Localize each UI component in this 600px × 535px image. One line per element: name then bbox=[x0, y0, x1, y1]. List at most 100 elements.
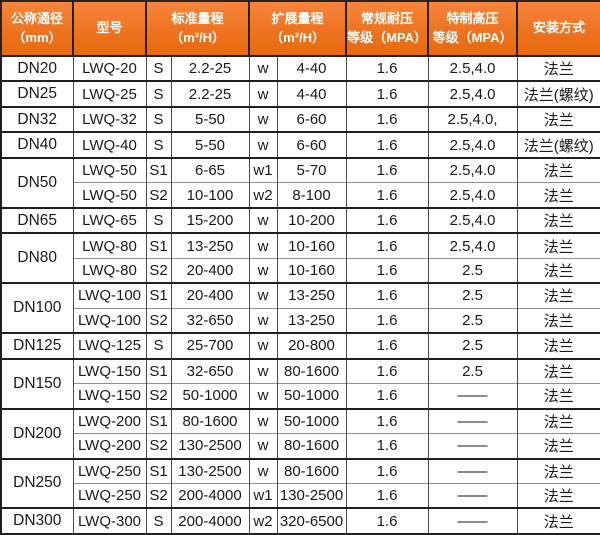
ext-grade-cell: w bbox=[248, 282, 278, 309]
std-range-cell: 2.2-25 bbox=[170, 80, 250, 107]
model-cell: LWQ-125 bbox=[72, 332, 147, 359]
high-pressure-cell: —— bbox=[427, 457, 518, 484]
dn-cell: DN250 bbox=[0, 457, 74, 509]
install-cell: 法兰 bbox=[516, 507, 600, 534]
regular-pressure-cell: 1.6 bbox=[345, 257, 429, 284]
regular-pressure-cell: 1.6 bbox=[345, 457, 429, 484]
table-row: DN125 LWQ-125 S 25-700 w 20-800 1.6 2.5 法兰 bbox=[0, 332, 600, 359]
model-cell: LWQ-250 bbox=[72, 457, 147, 484]
ext-grade-cell: w bbox=[248, 54, 278, 82]
std-range-cell: 10-100 bbox=[170, 182, 250, 208]
std-grade-cell: S2 bbox=[145, 383, 172, 409]
install-cell: 法兰(螺纹) bbox=[516, 131, 600, 158]
std-range-cell: 50-1000 bbox=[170, 383, 250, 409]
regular-pressure-cell: 1.6 bbox=[345, 80, 429, 107]
ext-range-cell: 10-160 bbox=[276, 257, 347, 284]
regular-pressure-cell: 1.6 bbox=[345, 482, 429, 509]
ext-range-cell: 320-6500 bbox=[276, 507, 347, 534]
ext-range-cell: 130-2500 bbox=[276, 482, 347, 509]
table-row: DN40 LWQ-40 S 5-50 w 6-60 1.6 2.5,4.0 法兰(螺纹) bbox=[0, 131, 600, 158]
model-cell: LWQ-20 bbox=[72, 54, 147, 82]
ext-range-cell: 50-1000 bbox=[276, 383, 347, 409]
ext-grade-cell: w bbox=[248, 131, 278, 158]
ext-range-cell: 4-40 bbox=[276, 54, 347, 82]
table-row: LWQ-150 S2 50-1000 w 50-1000 1.6 —— 法兰 bbox=[1, 383, 600, 409]
regular-pressure-cell: 1.6 bbox=[345, 206, 429, 234]
table-header: 公称通径 （mm） 型号 标准量程 （m³/H） 扩展量程 （m³/H） 常规耐… bbox=[0, 0, 600, 57]
model-cell: LWQ-150 bbox=[72, 357, 147, 384]
std-grade-cell: S1 bbox=[145, 457, 172, 484]
ext-range-cell: 80-1600 bbox=[276, 457, 347, 484]
table-row: DN32 LWQ-32 S 5-50 w 6-60 1.6 2.5,4.0, 法兰 bbox=[0, 105, 600, 133]
dn-cell: DN32 bbox=[0, 105, 74, 133]
header-nominal-diameter: 公称通径 （mm） bbox=[0, 0, 74, 57]
std-grade-cell: S1 bbox=[145, 156, 172, 183]
std-grade-cell: S bbox=[145, 332, 172, 359]
ext-range-cell: 6-60 bbox=[276, 131, 347, 158]
ext-grade-cell: w bbox=[248, 105, 278, 133]
install-cell: 法兰 bbox=[516, 282, 600, 309]
std-range-cell: 80-1600 bbox=[170, 407, 250, 434]
regular-pressure-cell: 1.6 bbox=[345, 507, 429, 534]
install-cell: 法兰(螺纹) bbox=[516, 80, 600, 107]
dn-cell: DN300 bbox=[0, 507, 74, 534]
header-standard-range: 标准量程 （m³/H） bbox=[144, 0, 251, 57]
model-cell: LWQ-200 bbox=[72, 433, 147, 459]
model-cell: LWQ-32 bbox=[72, 105, 147, 133]
ext-range-cell: 4-40 bbox=[276, 80, 347, 107]
std-range-cell: 2.2-25 bbox=[170, 54, 250, 82]
std-range-cell: 5-50 bbox=[170, 105, 250, 133]
high-pressure-cell: 2.5 bbox=[427, 282, 518, 309]
model-cell: LWQ-50 bbox=[72, 156, 147, 183]
table-body: DN20 LWQ-20 S 2.2-25 w 4-40 1.6 2.5,4.0 法兰 DN25 LW… bbox=[0, 54, 600, 534]
std-grade-cell: S1 bbox=[145, 282, 172, 309]
regular-pressure-cell: 1.6 bbox=[345, 433, 429, 459]
std-range-cell: 25-700 bbox=[170, 332, 250, 359]
install-cell: 法兰 bbox=[516, 257, 600, 284]
table-row: DN150 LWQ-150 S1 32-650 w 80-1600 1.6 2.5 法兰 bbox=[0, 357, 600, 409]
regular-pressure-cell: 1.6 bbox=[345, 383, 429, 409]
model-cell: LWQ-25 bbox=[72, 80, 147, 107]
ext-grade-cell: w bbox=[248, 307, 278, 334]
install-cell: 法兰 bbox=[516, 105, 600, 133]
ext-range-cell: 13-250 bbox=[276, 307, 347, 334]
model-cell: LWQ-40 bbox=[72, 131, 147, 158]
model-cell: LWQ-150 bbox=[72, 383, 147, 409]
ext-grade-cell: w bbox=[248, 257, 278, 284]
std-grade-cell: S bbox=[145, 105, 172, 133]
ext-range-cell: 20-800 bbox=[276, 332, 347, 359]
regular-pressure-cell: 1.6 bbox=[345, 282, 429, 309]
std-range-cell: 6-65 bbox=[170, 156, 250, 183]
high-pressure-cell: 2.5,4.0 bbox=[427, 206, 518, 234]
std-range-cell: 20-400 bbox=[170, 282, 250, 309]
dn-cell: DN100 bbox=[0, 282, 74, 334]
header-extended-range: 扩展量程 （m³/H） bbox=[248, 0, 348, 57]
std-range-cell: 200-4000 bbox=[170, 507, 250, 534]
install-cell: 法兰 bbox=[516, 156, 600, 183]
table-row: DN300 LWQ-300 S 200-4000 w2 320-6500 1.6 —— 法兰 bbox=[0, 507, 600, 534]
dn-cell: DN200 bbox=[0, 407, 74, 459]
std-grade-cell: S bbox=[145, 80, 172, 107]
table-row: DN65 LWQ-65 S 15-200 w 10-200 1.6 2.5,4.0 法兰 bbox=[0, 206, 600, 234]
install-cell: 法兰 bbox=[516, 307, 600, 334]
model-cell: LWQ-100 bbox=[72, 307, 147, 334]
install-cell: 法兰 bbox=[516, 332, 600, 359]
dn-cell: DN25 bbox=[0, 80, 74, 107]
table-row: DN250 LWQ-250 S1 130-2500 w 80-1600 1.6 —— 法兰 bbox=[0, 457, 600, 509]
ext-grade-cell: w bbox=[248, 457, 278, 484]
table-row: DN200 LWQ-200 S1 80-1600 w 50-1000 1.6 —— 法兰 bbox=[0, 407, 600, 459]
ext-grade-cell: w bbox=[248, 80, 278, 107]
high-pressure-cell: 2.5,4.0 bbox=[427, 156, 518, 183]
std-grade-cell: S1 bbox=[145, 407, 172, 434]
std-grade-cell: S bbox=[145, 54, 172, 82]
header-installation: 安装方式 bbox=[516, 0, 600, 57]
dn-cell: DN125 bbox=[0, 332, 74, 359]
ext-grade-cell: w2 bbox=[248, 507, 278, 534]
high-pressure-cell: 2.5,4.0 bbox=[427, 182, 518, 208]
high-pressure-cell: —— bbox=[427, 482, 518, 509]
std-range-cell: 200-4000 bbox=[170, 482, 250, 509]
table-row: LWQ-200 S2 130-2500 w 80-1600 1.6 —— 法兰 bbox=[1, 433, 600, 459]
header-model: 型号 bbox=[72, 0, 147, 57]
ext-grade-cell: w1 bbox=[248, 482, 278, 509]
